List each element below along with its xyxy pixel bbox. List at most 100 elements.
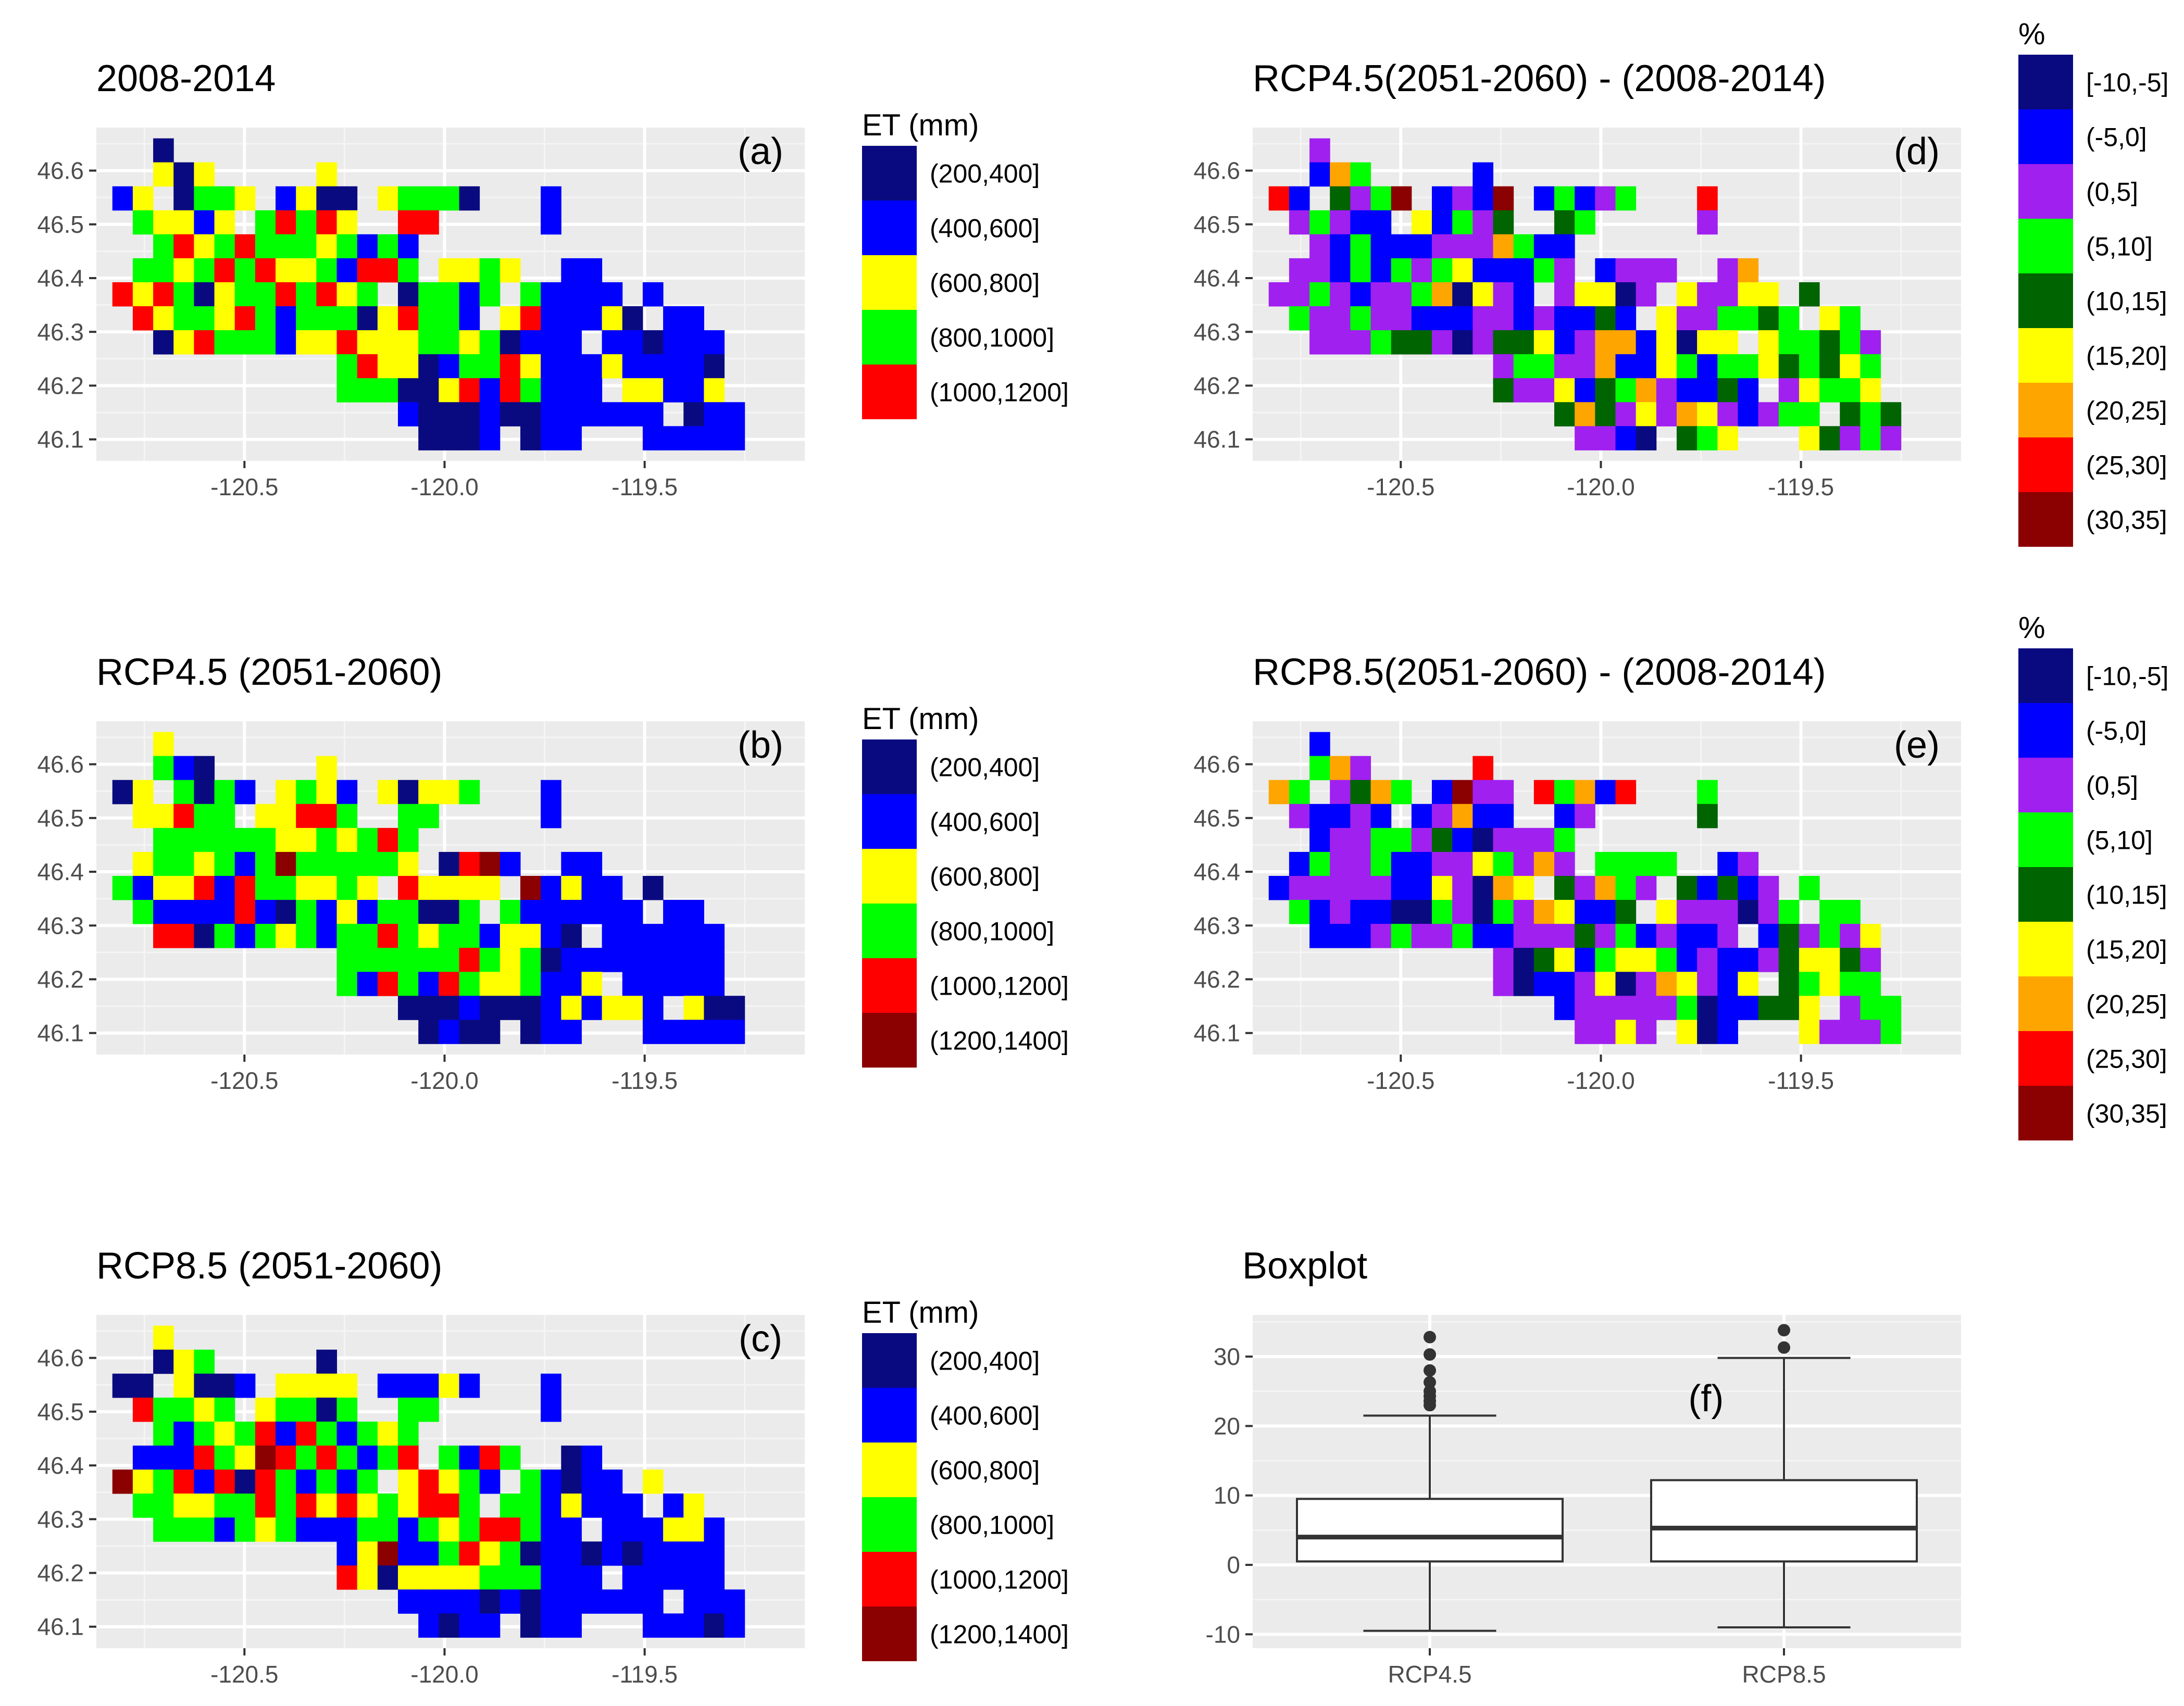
legend-label: (200,400] [930, 159, 1040, 189]
grid-cell [296, 1445, 317, 1470]
grid-cell [132, 900, 154, 924]
grid-cell [622, 948, 643, 972]
grid-cell [561, 378, 582, 403]
grid-cell [397, 827, 419, 852]
grid-cell [1676, 426, 1698, 450]
grid-cell [602, 900, 623, 924]
grid-cell [214, 306, 235, 331]
grid-cell [397, 1445, 419, 1470]
grid-cell [663, 354, 684, 379]
grid-cell [1799, 1020, 1820, 1044]
grid-cell [704, 948, 725, 972]
grid-cell [1819, 426, 1840, 450]
legend-label: (-5,0] [2086, 123, 2147, 152]
grid-cell [1738, 354, 1759, 379]
legend-label: [-10,-5] [2086, 68, 2168, 97]
grid-cell [1819, 948, 1840, 972]
legend-label: (800,1000] [930, 323, 1054, 353]
legend-key [2018, 976, 2073, 1031]
grid-cell [153, 162, 174, 187]
grid-cell [296, 1421, 317, 1446]
legend-label: (400,600] [930, 1401, 1040, 1431]
grid-cell [316, 1469, 338, 1494]
grid-cell [561, 426, 582, 450]
grid-cell [1636, 378, 1657, 403]
grid-cell [153, 1445, 174, 1470]
legend-key [862, 1607, 917, 1661]
y-tick-label: -10 [1206, 1621, 1240, 1648]
grid-cell [683, 330, 704, 355]
grid-cell [1472, 186, 1494, 211]
grid-cell [520, 402, 541, 427]
grid-cell [194, 756, 215, 781]
grid-cell [357, 827, 378, 852]
grid-cell [194, 186, 215, 211]
panel-label: (c) [739, 1318, 782, 1360]
grid-cell [663, 972, 684, 996]
grid-cell [459, 851, 480, 876]
grid-cell [602, 948, 623, 972]
grid-cell [397, 282, 419, 307]
grid-cell [153, 827, 174, 852]
grid-cell [1472, 851, 1494, 876]
grid-cell [1391, 282, 1412, 307]
grid-cell [1309, 258, 1330, 283]
legend-key [2018, 164, 2073, 219]
grid-cell [1799, 378, 1820, 403]
grid-cell [1676, 996, 1698, 1020]
grid-cell [439, 186, 459, 211]
grid-cell [520, 282, 541, 307]
grid-cell [1513, 282, 1534, 307]
grid-cell [276, 900, 296, 924]
grid-cell [1717, 402, 1738, 427]
grid-cell [1289, 780, 1310, 805]
grid-cell [357, 354, 378, 379]
grid-cell [541, 210, 561, 235]
grid-cell [500, 1517, 521, 1542]
grid-cell [642, 354, 664, 379]
grid-cell [581, 900, 603, 924]
grid-cell [663, 1517, 684, 1542]
grid-cell [153, 1469, 174, 1494]
grid-cell [1697, 282, 1718, 307]
grid-cell [173, 804, 194, 829]
grid-cell [459, 306, 480, 331]
y-tick-label: 46.3 [1193, 912, 1240, 939]
grid-cell [357, 948, 378, 972]
grid-cell [153, 210, 174, 235]
grid-cell [194, 780, 215, 805]
grid-cell [234, 1469, 256, 1494]
grid-cell [194, 306, 215, 331]
grid-cell [1330, 756, 1351, 781]
grid-cell [1391, 900, 1412, 924]
grid-cell [1636, 851, 1657, 876]
grid-cell [479, 378, 501, 403]
grid-cell [377, 948, 398, 972]
grid-cell [255, 827, 276, 852]
grid-cell [316, 162, 338, 187]
grid-cell [336, 210, 358, 235]
grid-cell [316, 900, 338, 924]
grid-cell [336, 924, 358, 948]
grid-cell [377, 1541, 398, 1566]
grid-cell [418, 996, 439, 1020]
legend-key [862, 200, 917, 255]
grid-cell [459, 258, 480, 283]
grid-cell [622, 972, 643, 996]
grid-cell [1554, 186, 1575, 211]
grid-cell [479, 1020, 501, 1044]
legend-key [2018, 273, 2073, 328]
grid-cell [418, 1565, 439, 1590]
grid-cell [1595, 875, 1616, 900]
grid-cell [397, 972, 419, 996]
grid-cell [479, 948, 501, 972]
grid-cell [581, 1469, 603, 1494]
grid-cell [418, 1020, 439, 1044]
grid-cell [173, 330, 194, 355]
grid-cell [439, 1541, 459, 1566]
grid-cell [418, 1397, 439, 1422]
grid-cell [1289, 306, 1310, 331]
legend-key [2018, 383, 2073, 437]
grid-cell [234, 258, 256, 283]
grid-cell [316, 875, 338, 900]
